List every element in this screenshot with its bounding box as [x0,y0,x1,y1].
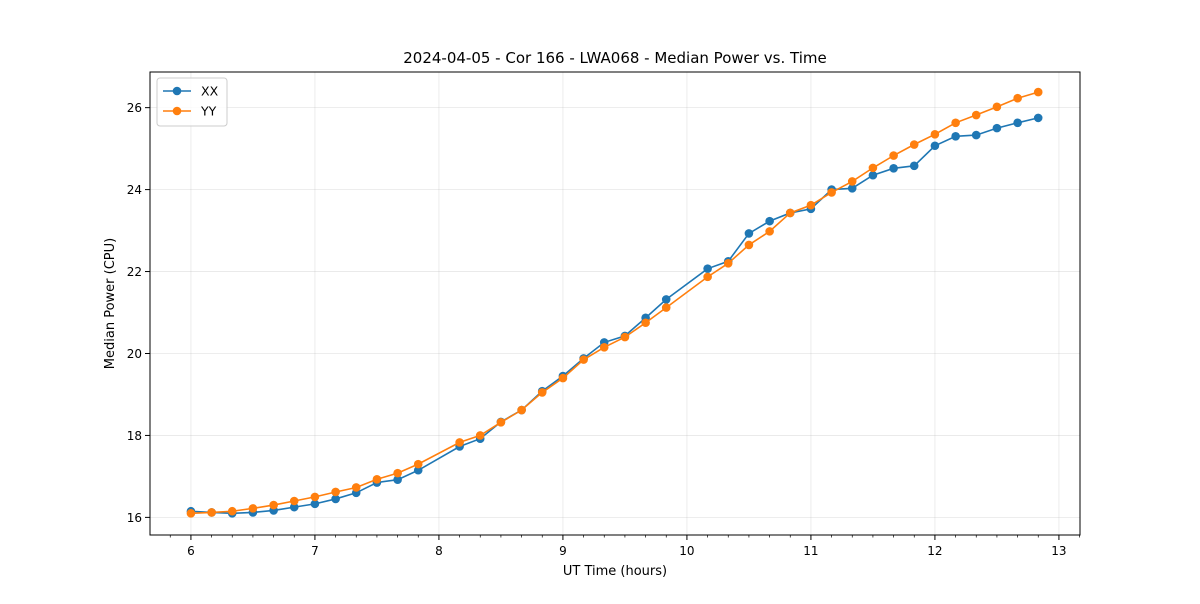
data-point-yy [517,405,526,415]
data-point-yy [310,492,320,502]
y-tick-label: 24 [127,183,142,197]
data-point-xx [1033,113,1043,123]
data-point-yy [620,332,630,342]
series-line-yy [190,91,1039,515]
data-point-yy [971,110,981,120]
data-point-yy [186,508,196,518]
legend-label-xx: XX [201,84,219,99]
data-point-xx [765,216,774,226]
data-point-yy [558,373,568,383]
chart-title: 2024-04-05 - Cor 166 - LWA068 - Median P… [403,49,827,67]
data-point-xx [310,499,320,509]
data-point-xx [703,264,712,273]
legend-marker-xx [172,86,182,96]
x-axis-label: UT Time (hours) [563,564,667,579]
data-point-yy [744,240,754,250]
data-point-yy [372,474,382,484]
legend-marker-yy [172,106,182,116]
data-point-yy [1033,87,1043,97]
data-point-xx [971,130,981,140]
legend-label-yy: YY [200,104,217,119]
data-point-yy [868,163,878,173]
data-point-yy [455,438,464,447]
data-point-xx [909,161,919,171]
data-point-yy [269,500,278,510]
y-tick-label: 20 [127,347,142,361]
data-point-xx [289,502,299,512]
series-layer [186,87,1043,518]
data-point-yy [537,388,547,397]
series-line-xx [190,117,1039,515]
data-point-yy [331,487,340,497]
data-point-yy [351,483,361,492]
data-point-yy [827,188,836,197]
plot-frame [149,71,1081,536]
data-point-yy [599,343,609,352]
y-axis-label: Median Power (CPU) [103,238,118,369]
y-tick-label: 22 [127,265,142,279]
data-point-yy [413,459,423,469]
x-tick-label: 13 [1051,544,1066,558]
data-point-yy [393,468,402,478]
data-point-yy [930,129,940,139]
x-tick-label: 11 [803,544,818,558]
data-point-yy [703,272,712,282]
data-point-xx [393,475,402,484]
data-point-xx [889,163,898,173]
data-point-yy [579,355,588,364]
series-yy [186,87,1043,518]
x-tick-label: 9 [559,544,567,558]
data-point-yy [951,118,960,128]
data-point-xx [930,141,940,151]
data-point-yy [806,200,816,210]
data-point-xx [1013,118,1022,128]
x-tick-label: 8 [435,544,443,558]
data-point-yy [207,508,216,517]
data-point-yy [847,177,857,186]
plot-area [150,72,1080,535]
data-point-xx [661,295,671,304]
y-tick-label: 26 [127,101,142,115]
grid-layer [150,72,1080,535]
data-point-yy [248,504,258,513]
data-point-yy [723,259,733,268]
tick-layer: 6 7 8 9 10 11 12 13 16 18 20 22 24 26 [127,101,1080,558]
data-point-xx [951,132,960,141]
data-point-xx [992,123,1002,133]
data-point-yy [889,151,898,160]
data-point-yy [289,496,299,506]
y-tick-label: 18 [127,429,142,443]
data-point-yy [661,303,671,312]
data-point-xx [744,229,754,238]
data-point-xx [331,494,340,504]
data-point-xx [868,170,878,180]
data-point-yy [475,431,485,440]
data-point-xx [413,465,423,475]
data-point-yy [992,102,1002,112]
data-point-yy [641,318,650,328]
y-tick-label: 16 [127,511,142,525]
data-point-yy [785,208,795,218]
data-point-xx [847,184,857,193]
x-tick-label: 10 [679,544,694,558]
x-tick-label: 7 [311,544,319,558]
data-point-yy [765,227,774,236]
data-point-yy [1013,93,1022,103]
x-tick-label: 6 [187,544,195,558]
data-point-yy [496,418,506,427]
x-tick-label: 12 [927,544,942,558]
data-point-yy [909,140,919,149]
data-point-yy [227,506,237,516]
legend: XX YY [156,77,228,127]
